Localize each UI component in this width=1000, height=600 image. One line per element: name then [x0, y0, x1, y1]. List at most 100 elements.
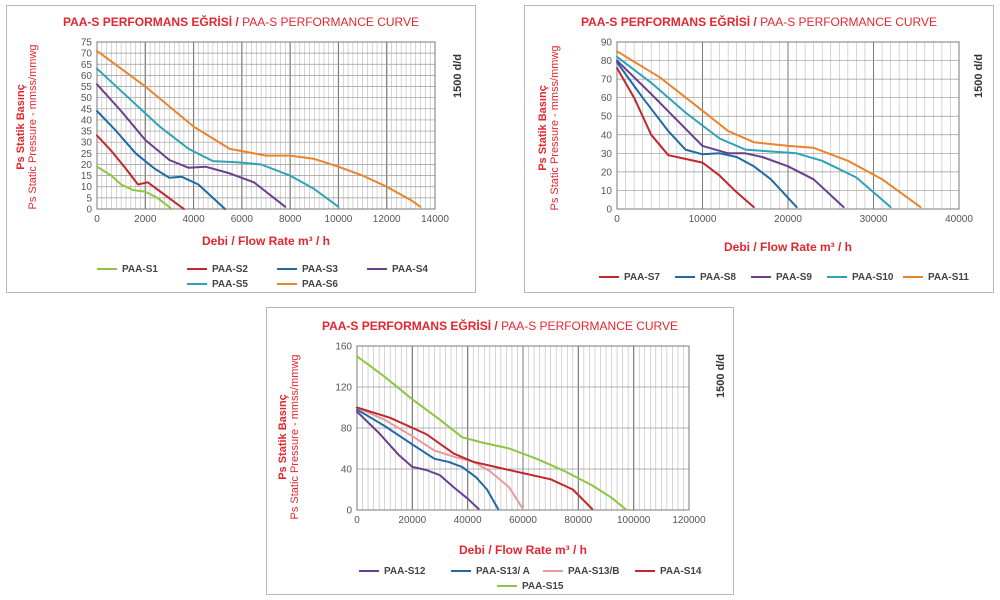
y-tick-label: 30	[81, 138, 93, 149]
legend-item: PAA-S14	[635, 566, 702, 577]
y-tick-label: 25	[81, 149, 93, 160]
series-line	[96, 134, 185, 210]
series-line	[616, 59, 845, 209]
legend-label: PAA-S2	[212, 264, 248, 275]
series-line	[356, 406, 524, 510]
legend-swatch	[635, 570, 655, 573]
legend-item: PAA-S1	[97, 264, 158, 275]
legend-item: PAA-S13/ A	[451, 566, 530, 577]
y-tick-label: 10	[81, 182, 93, 193]
x-tick-label: 20000	[398, 515, 426, 526]
x-tick-label: 30000	[860, 214, 888, 225]
x-axis-label: Debi / Flow Rate m³ / h	[201, 234, 330, 248]
x-tick-label: 0	[94, 214, 100, 225]
legend-swatch	[675, 276, 695, 279]
y-tick-label: 80	[341, 424, 353, 435]
legend-label: PAA-S3	[302, 264, 338, 275]
y-tick-label: 30	[601, 149, 613, 160]
grid	[356, 345, 690, 511]
y-tick-label: 0	[346, 506, 352, 517]
chart-panel-1: PAA-S PERFORMANS EĞRİSİ / PAA-S PERFORMA…	[6, 5, 476, 293]
legend-label: PAA-S6	[302, 279, 338, 290]
x-tick-label: 40000	[945, 214, 973, 225]
legend-swatch	[97, 268, 117, 271]
legend-label: PAA-S13/ A	[476, 566, 530, 577]
plot-border	[96, 41, 436, 210]
y-tick-label: 20	[601, 167, 613, 178]
legend-label: PAA-S11	[928, 272, 969, 283]
legend-item: PAA-S15	[497, 581, 564, 592]
legend-swatch	[543, 570, 563, 573]
legend-swatch	[187, 268, 207, 271]
legend-label: PAA-S1	[122, 264, 158, 275]
grid	[616, 41, 960, 210]
legend-label: PAA-S15	[522, 581, 564, 592]
y-tick-label: 80	[601, 56, 613, 67]
legend-swatch	[277, 283, 297, 286]
legend-item: PAA-S8	[675, 272, 736, 283]
series-line	[616, 55, 892, 209]
y-tick-label: 75	[81, 38, 93, 49]
y-tick-label: 20	[81, 160, 93, 171]
y-tick-label: 45	[81, 104, 93, 115]
y-tick-label: 50	[81, 93, 93, 104]
series-line	[96, 165, 173, 210]
y-tick-label: 60	[81, 71, 93, 82]
y-tick-label: 70	[601, 75, 613, 86]
y-tick-label: 55	[81, 82, 93, 93]
chart-title: PAA-S PERFORMANS EĞRİSİ / PAA-S PERFORMA…	[62, 15, 420, 29]
legend-swatch	[367, 268, 387, 271]
series-line	[96, 83, 287, 208]
y-tick-label: 40	[81, 115, 93, 126]
y-tick-label: 40	[601, 130, 613, 141]
series-line	[96, 110, 226, 210]
x-tick-label: 120000	[672, 515, 706, 526]
y-tick-label: 0	[606, 205, 612, 216]
x-tick-label: 40000	[454, 515, 482, 526]
legend-item: PAA-S10	[827, 272, 894, 283]
y-tick-label: 10	[601, 186, 613, 197]
x-tick-label: 0	[354, 515, 360, 526]
x-tick-label: 4000	[182, 214, 205, 225]
chart-title: PAA-S PERFORMANS EĞRİSİ / PAA-S PERFORMA…	[321, 319, 679, 333]
chart-plot: 0 10000 20000 30000 40000 0 10 20 30 40 50 60 70 80 90	[601, 38, 973, 226]
series-line	[616, 67, 755, 209]
x-tick-label: 10000	[325, 214, 353, 225]
legend-label: PAA-S4	[392, 264, 428, 275]
chart-panel-2: PAA-S PERFORMANS EĞRİSİ / PAA-S PERFORMA…	[524, 5, 994, 293]
legend-swatch	[187, 283, 207, 286]
legend-swatch	[599, 276, 619, 279]
y-tick-label: 60	[601, 93, 613, 104]
chart-title: PAA-S PERFORMANS EĞRİSİ / PAA-S PERFORMA…	[580, 15, 938, 29]
plot-border	[616, 41, 960, 210]
x-tick-label: 60000	[509, 515, 537, 526]
legend-label: PAA-S14	[660, 566, 702, 577]
series-line	[356, 408, 500, 510]
x-tick-label: 80000	[564, 515, 592, 526]
legend-item: PAA-S2	[187, 264, 248, 275]
legend-item: PAA-S12	[359, 566, 426, 577]
chart-plot: 0 20000 40000 60000 80000 100000 120000 0 40 80 12…	[335, 342, 706, 527]
x-tick-label: 10000	[689, 214, 717, 225]
x-tick-label: 12000	[373, 214, 401, 225]
legend-label: PAA-S13/B	[568, 566, 620, 577]
legend-item: PAA-S4	[367, 264, 428, 275]
legend-item: PAA-S9	[751, 272, 812, 283]
x-tick-label: 2000	[134, 214, 157, 225]
y-tick-label: 15	[81, 171, 93, 182]
chart-panel-3: PAA-S PERFORMANS EĞRİSİ / PAA-S PERFORMA…	[266, 307, 734, 595]
legend-label: PAA-S12	[384, 566, 426, 577]
legend-item: PAA-S6	[277, 279, 338, 290]
y-tick-label: 90	[601, 38, 613, 49]
y-tick-label: 70	[81, 49, 93, 60]
x-axis-label: Debi / Flow Rate m³ / h	[723, 240, 852, 254]
legend-swatch	[497, 585, 517, 588]
y-tick-label: 35	[81, 127, 93, 138]
series-line	[356, 410, 480, 510]
grid	[96, 41, 436, 210]
legend-item: PAA-S11	[903, 272, 969, 283]
x-tick-label: 100000	[617, 515, 651, 526]
legend-item: PAA-S7	[599, 272, 660, 283]
series-line	[616, 61, 798, 209]
legend-item: PAA-S3	[277, 264, 338, 275]
